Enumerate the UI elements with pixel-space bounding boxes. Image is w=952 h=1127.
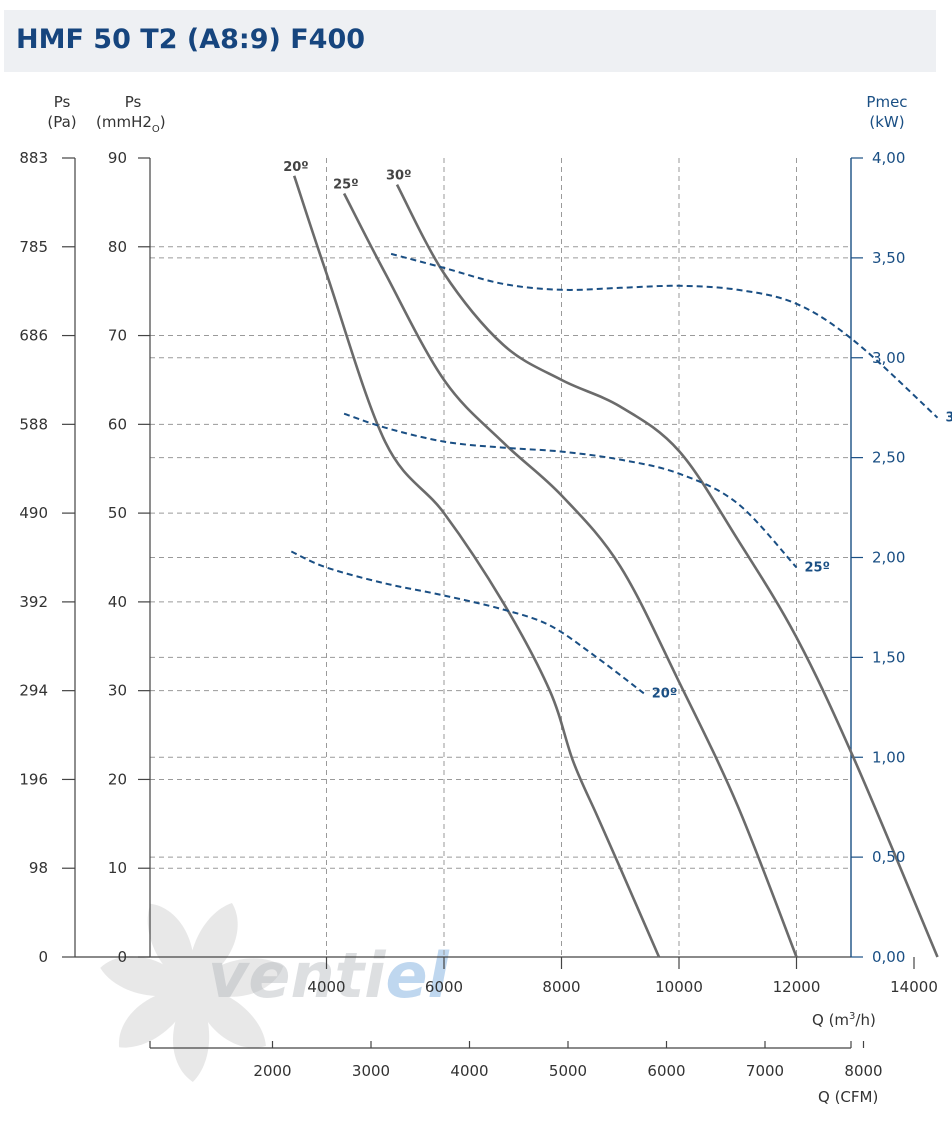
cfm-tick-label: 7000 [746, 1062, 784, 1080]
cfm-tick-label: 6000 [647, 1062, 685, 1080]
watermark-fan-icon [100, 903, 284, 1082]
pa-tick-label: 196 [19, 770, 48, 788]
kw-tick-label: 1,00 [872, 748, 905, 766]
pa-tick-label: 392 [19, 593, 48, 611]
fan-blade [173, 988, 210, 1082]
power-curve-label: 25º [805, 560, 830, 575]
chart-labels: 883 785 686 588 490 392 294 196 98 0 90 80 70 60 50 40 3… [19, 93, 952, 1106]
mmh2o-axis-unit: (mmH2O) [96, 113, 166, 135]
cfm-axis-title: Q (CFM) [818, 1088, 878, 1106]
mmh2o-tick-label: 10 [108, 859, 127, 877]
chart-grid [150, 158, 851, 957]
chart-axes [62, 157, 915, 1049]
pressure-curve-label: 30º [386, 169, 411, 184]
kw-tick-label: 3,00 [872, 349, 905, 367]
x-tick-label: 6000 [425, 978, 463, 996]
pressure-curve-1 [342, 192, 798, 958]
cfm-tick-label: 2000 [253, 1062, 291, 1080]
fan-blade [100, 956, 192, 997]
kw-tick-label: 0,50 [872, 848, 905, 866]
mmh2o-tick-label: 90 [108, 149, 127, 167]
kw-axis-unit: (kW) [869, 113, 904, 131]
mmh2o-tick-label: 60 [108, 415, 127, 433]
fan-hub [180, 976, 204, 1000]
cfm-tick-label: 5000 [549, 1062, 587, 1080]
power-curve-1 [343, 412, 798, 569]
watermark-logo: ventiel [100, 903, 450, 1082]
pa-tick-label: 98 [29, 859, 48, 877]
x-tick-label: 14000 [890, 978, 938, 996]
kw-tick-label: 4,00 [872, 149, 905, 167]
watermark-text: ventiel [208, 939, 450, 1012]
x-tick-label: 12000 [773, 978, 821, 996]
power-curve-label: 20º [652, 686, 677, 701]
kw-tick-label: 3,50 [872, 249, 905, 267]
mmh2o-tick-label: 50 [108, 504, 127, 522]
pa-axis-unit: (Pa) [47, 113, 76, 131]
x-tick-label: 8000 [542, 978, 580, 996]
pa-tick-label: 785 [19, 238, 48, 256]
watermark-text-part2: el [386, 939, 450, 1012]
mmh2o-axis-title: Ps [125, 93, 142, 111]
x-axis-title: Q (m3/h) [812, 1011, 876, 1029]
pa-tick-label: 490 [19, 504, 48, 522]
cfm-tick-label: 4000 [450, 1062, 488, 1080]
pa-tick-label: 588 [19, 415, 48, 433]
fan-blade [189, 903, 238, 988]
cfm-tick-label: 8000 [844, 1062, 882, 1080]
pressure-curve-2 [395, 183, 939, 958]
kw-tick-label: 1,50 [872, 648, 905, 666]
chart-series [290, 175, 939, 958]
pa-tick-label: 294 [19, 682, 48, 700]
mmh2o-tick-label: 40 [108, 593, 127, 611]
power-curve-0 [290, 550, 645, 695]
pressure-curve-0 [292, 175, 661, 958]
page-title: HMF 50 T2 (A8:9) F400 [16, 24, 366, 55]
kw-tick-label: 2,00 [872, 549, 905, 567]
fan-blade [147, 903, 195, 988]
mmh2o-tick-label: 0 [117, 948, 127, 966]
mmh2o-tick-label: 30 [108, 682, 127, 700]
mmh2o-tick-label: 20 [108, 770, 127, 788]
pa-tick-label: 0 [38, 948, 48, 966]
kw-tick-label: 2,50 [872, 449, 905, 467]
fan-blade [192, 987, 266, 1048]
watermark-text-part1: venti [208, 939, 386, 1012]
mmh2o-tick-label: 70 [108, 327, 127, 345]
fan-blade [192, 958, 284, 997]
x-tick-label: 4000 [307, 978, 345, 996]
pa-tick-label: 883 [19, 149, 48, 167]
power-curve-2 [390, 252, 939, 419]
fan-blade [119, 988, 192, 1048]
pa-tick-label: 686 [19, 327, 48, 345]
title-bar: HMF 50 T2 (A8:9) F400 [4, 10, 936, 72]
pa-axis-title: Ps [54, 93, 71, 111]
cfm-tick-label: 3000 [352, 1062, 390, 1080]
kw-axis-title: Pmec [866, 93, 907, 111]
pressure-curve-label: 20º [283, 160, 308, 175]
power-curve-label: 30º [946, 411, 952, 426]
x-tick-label: 10000 [655, 978, 703, 996]
mmh2o-tick-label: 80 [108, 238, 127, 256]
pressure-curve-label: 25º [333, 178, 358, 193]
kw-tick-label: 0,00 [872, 948, 905, 966]
